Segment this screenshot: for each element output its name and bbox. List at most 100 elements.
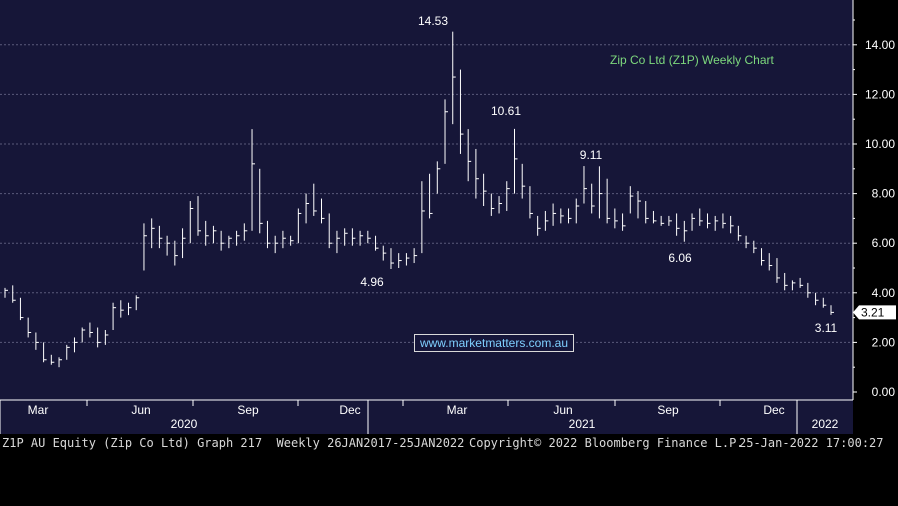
ohlc-bar <box>552 203 557 226</box>
ohlc-bar <box>467 129 472 182</box>
ohlc-bar <box>822 297 827 308</box>
x-year-label: 2020 <box>171 417 198 431</box>
y-tick-label: 4.00 <box>872 286 896 300</box>
ohlc-bar <box>220 230 225 251</box>
ohlc-bar <box>575 198 580 224</box>
ohlc-bar <box>297 208 302 244</box>
ohlc-bar <box>73 337 78 353</box>
ohlc-bar <box>158 225 163 249</box>
ohlc-bar <box>560 208 564 224</box>
ohlc-bar <box>128 302 132 316</box>
ohlc-bar <box>730 215 734 234</box>
ohlc-bar <box>89 322 93 338</box>
ohlc-bar <box>544 210 549 231</box>
ohlc-bar <box>591 183 595 214</box>
ohlc-bar <box>784 272 788 291</box>
ohlc-bar <box>583 166 587 204</box>
ohlc-bar <box>614 208 618 229</box>
footer-right: 25-Jan-2022 17:00:27 <box>739 436 884 450</box>
ohlc-bar <box>421 181 425 254</box>
ohlc-bar <box>776 258 780 283</box>
ohlc-bar <box>375 235 379 251</box>
ohlc-bar <box>753 240 757 254</box>
y-tick-label: 12.00 <box>865 87 895 101</box>
ohlc-bar <box>645 201 649 224</box>
ohlc-bar <box>529 186 533 219</box>
bloomberg-footer: Z1P AU Equity (Zip Co Ltd) Graph 217 Wee… <box>0 434 898 452</box>
ohlc-bar <box>166 235 171 256</box>
ohlc-bar <box>691 213 696 231</box>
ohlc-bar <box>97 327 101 348</box>
ohlc-bar <box>259 168 263 234</box>
ohlc-bar <box>43 342 47 363</box>
price-annotation: 4.96 <box>360 275 384 289</box>
ohlc-bar <box>537 215 541 236</box>
ohlc-bar <box>266 220 271 249</box>
ohlc-bar <box>189 201 194 244</box>
ohlc-bar <box>50 354 55 365</box>
ohlc-bar <box>799 277 804 288</box>
chart-svg: 0.00 2.00 4.00 6.00 8.00 10.00 12.00 14.00 Mar Ju… <box>0 0 898 434</box>
x-year-label: 2022 <box>812 417 839 431</box>
price-annotation: 9.11 <box>580 148 603 162</box>
ohlc-bar <box>182 228 186 259</box>
y-tick-label: 8.00 <box>872 187 896 201</box>
ohlc-bar <box>660 215 665 226</box>
x-axis-background <box>0 400 853 434</box>
y-tick-label: 0.00 <box>872 385 896 399</box>
ohlc-bar <box>722 213 726 229</box>
ohlc-bar <box>459 69 464 154</box>
ohlc-bar <box>513 128 518 194</box>
ohlc-bar <box>490 193 495 216</box>
ohlc-bar <box>568 208 572 224</box>
ohlc-bar <box>12 285 16 303</box>
ohlc-bar <box>336 230 340 254</box>
plot-background <box>0 0 853 400</box>
ohlc-bar <box>761 248 765 266</box>
ohlc-bar <box>444 99 449 164</box>
ohlc-bar <box>413 248 418 264</box>
ohlc-bar <box>506 181 510 211</box>
x-month-label: Dec <box>339 403 360 417</box>
ohlc-bar <box>622 213 626 231</box>
ohlc-bar <box>282 230 286 249</box>
ohlc-bar <box>251 129 256 231</box>
ohlc-bar <box>328 213 333 249</box>
ohlc-bar <box>606 178 611 224</box>
ohlc-bar <box>112 302 117 330</box>
x-month-label: Sep <box>237 403 259 417</box>
ohlc-bar <box>104 330 109 345</box>
ohlc-bar <box>143 223 147 271</box>
price-annotation: 10.61 <box>491 104 521 118</box>
x-month-label: Mar <box>447 403 468 417</box>
price-annotation: 6.06 <box>668 251 692 265</box>
ohlc-bar <box>66 344 70 360</box>
ohlc-bar <box>197 196 201 236</box>
ohlc-chart: 0.00 2.00 4.00 6.00 8.00 10.00 12.00 14.00 Mar Ju… <box>0 0 898 434</box>
ohlc-bar <box>344 228 348 246</box>
x-month-label: Jun <box>553 403 572 417</box>
watermark-link[interactable]: www.marketmatters.com.au <box>414 334 574 352</box>
ohlc-bar <box>382 245 387 261</box>
y-tick-label: 2.00 <box>872 335 896 349</box>
ohlc-bar <box>236 230 240 246</box>
ohlc-bar <box>35 332 39 350</box>
ohlc-bar <box>807 282 811 298</box>
price-annotation: 3.11 <box>815 321 838 335</box>
x-month-label: Mar <box>28 403 49 417</box>
ohlc-bar <box>652 210 657 224</box>
ohlc-bar <box>19 297 24 321</box>
ohlc-bar <box>683 220 688 242</box>
ohlc-bar <box>706 213 711 229</box>
ohlc-bar <box>398 253 402 268</box>
x-month-label: Sep <box>657 403 679 417</box>
ohlc-bar <box>321 198 325 224</box>
y-tick-label: 10.00 <box>865 137 895 151</box>
ohlc-bar <box>405 253 410 266</box>
ohlc-bar <box>151 218 155 249</box>
ohlc-bar <box>313 183 317 216</box>
ohlc-bar <box>429 173 433 219</box>
ohlc-bar <box>274 235 279 254</box>
ohlc-bar <box>629 186 634 214</box>
ohlc-bar <box>737 225 742 241</box>
